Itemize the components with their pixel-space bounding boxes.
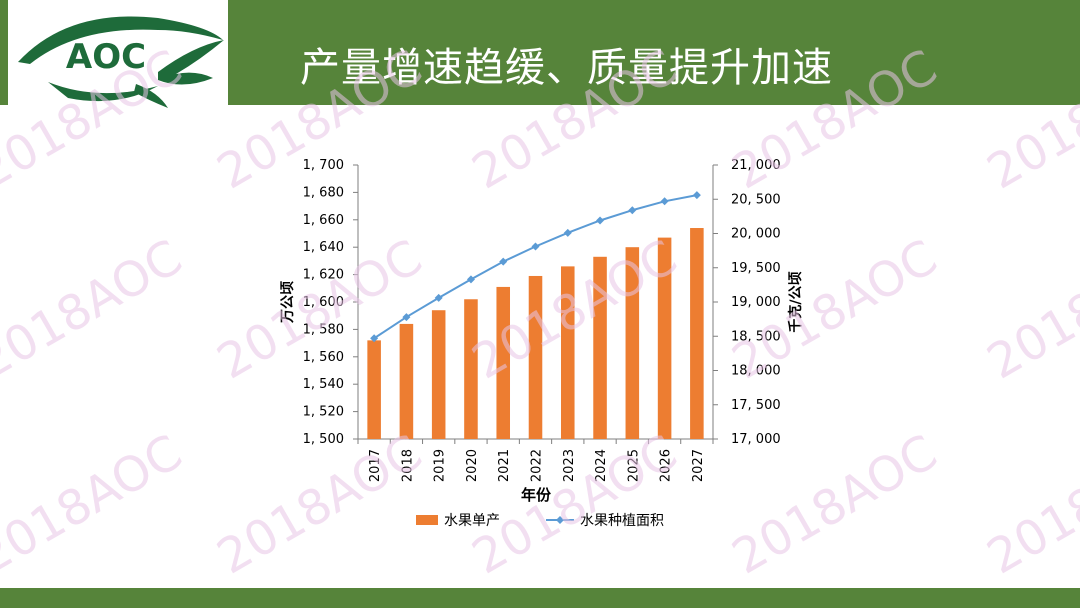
left-tick-label: 1, 620	[303, 268, 344, 283]
line-point-2021	[499, 257, 508, 266]
x-tick-label: 2023	[562, 449, 577, 482]
left-tick-label: 1, 600	[303, 295, 344, 310]
y-right-label: 千克/公顷	[787, 271, 804, 332]
right-tick-label: 18, 000	[731, 364, 781, 379]
y-left-label: 万公顷	[280, 281, 296, 324]
left-tick-label: 1, 580	[303, 322, 344, 337]
line-point-2023	[563, 228, 572, 237]
line-point-2026	[660, 197, 669, 206]
bar-2022	[528, 275, 543, 439]
bar-2027	[690, 228, 704, 439]
bar-2017	[367, 340, 381, 439]
x-tick-label: 2026	[659, 449, 674, 482]
right-tick-label: 18, 500	[731, 329, 781, 344]
legend-bar-swatch	[416, 515, 438, 525]
legend-bar-label: 水果单产	[444, 513, 500, 529]
bar-2021	[496, 286, 511, 439]
logo-text: AOC	[66, 37, 146, 77]
line-point-2017	[370, 334, 379, 343]
line-point-2019	[434, 293, 443, 302]
x-tick-label: 2024	[594, 449, 609, 482]
left-tick-label: 1, 660	[303, 213, 344, 228]
left-tick-label: 1, 640	[303, 240, 344, 255]
legend-line-marker	[556, 516, 564, 524]
bar-2018	[399, 323, 414, 439]
line-point-2027	[692, 191, 701, 200]
right-tick-label: 19, 000	[731, 295, 781, 310]
x-tick-label: 2018	[400, 449, 415, 482]
bar-2025	[625, 247, 640, 439]
right-tick-label: 17, 000	[731, 432, 781, 447]
x-tick-label: 2025	[626, 449, 641, 482]
left-tick-label: 1, 500	[303, 432, 344, 447]
line-point-2018	[402, 313, 411, 322]
line-point-2025	[628, 206, 637, 215]
right-tick-label: 20, 500	[731, 192, 781, 207]
bar-2024	[593, 256, 607, 439]
line-point-2020	[466, 275, 475, 284]
x-tick-label: 2019	[433, 449, 448, 482]
page-title: 产量增速趋缓、质量提升加速	[300, 45, 833, 91]
bar-2019	[431, 310, 446, 439]
legend-line-label: 水果种植面积	[580, 513, 664, 529]
left-tick-label: 1, 560	[303, 350, 344, 365]
left-tick-label: 1, 540	[303, 377, 344, 392]
logo-area: AOC	[8, 0, 228, 108]
footer-bar	[0, 588, 1080, 608]
right-tick-label: 17, 500	[731, 398, 781, 413]
right-tick-label: 21, 000	[731, 158, 781, 173]
line-point-2024	[596, 216, 605, 225]
left-tick-label: 1, 520	[303, 405, 344, 420]
bar-2020	[464, 299, 478, 439]
left-tick-label: 1, 680	[303, 185, 344, 200]
bar-2023	[560, 266, 575, 439]
bar-2026	[657, 237, 672, 439]
aoc-logo: AOC	[18, 16, 224, 108]
x-tick-label: 2022	[530, 449, 545, 482]
x-tick-label: 2027	[691, 449, 706, 482]
x-tick-label: 2017	[368, 449, 383, 482]
chart: 1, 500 1, 520 1, 540 1, 560 1, 580 1, 600 1, 6…	[280, 158, 804, 529]
right-tick-label: 19, 500	[731, 261, 781, 276]
x-axis-label: 年份	[521, 486, 552, 504]
line-point-2022	[531, 242, 540, 251]
x-tick-label: 2020	[465, 449, 480, 482]
left-tick-label: 1, 700	[303, 158, 344, 173]
right-tick-label: 20, 000	[731, 227, 781, 242]
x-tick-label: 2021	[497, 449, 512, 482]
